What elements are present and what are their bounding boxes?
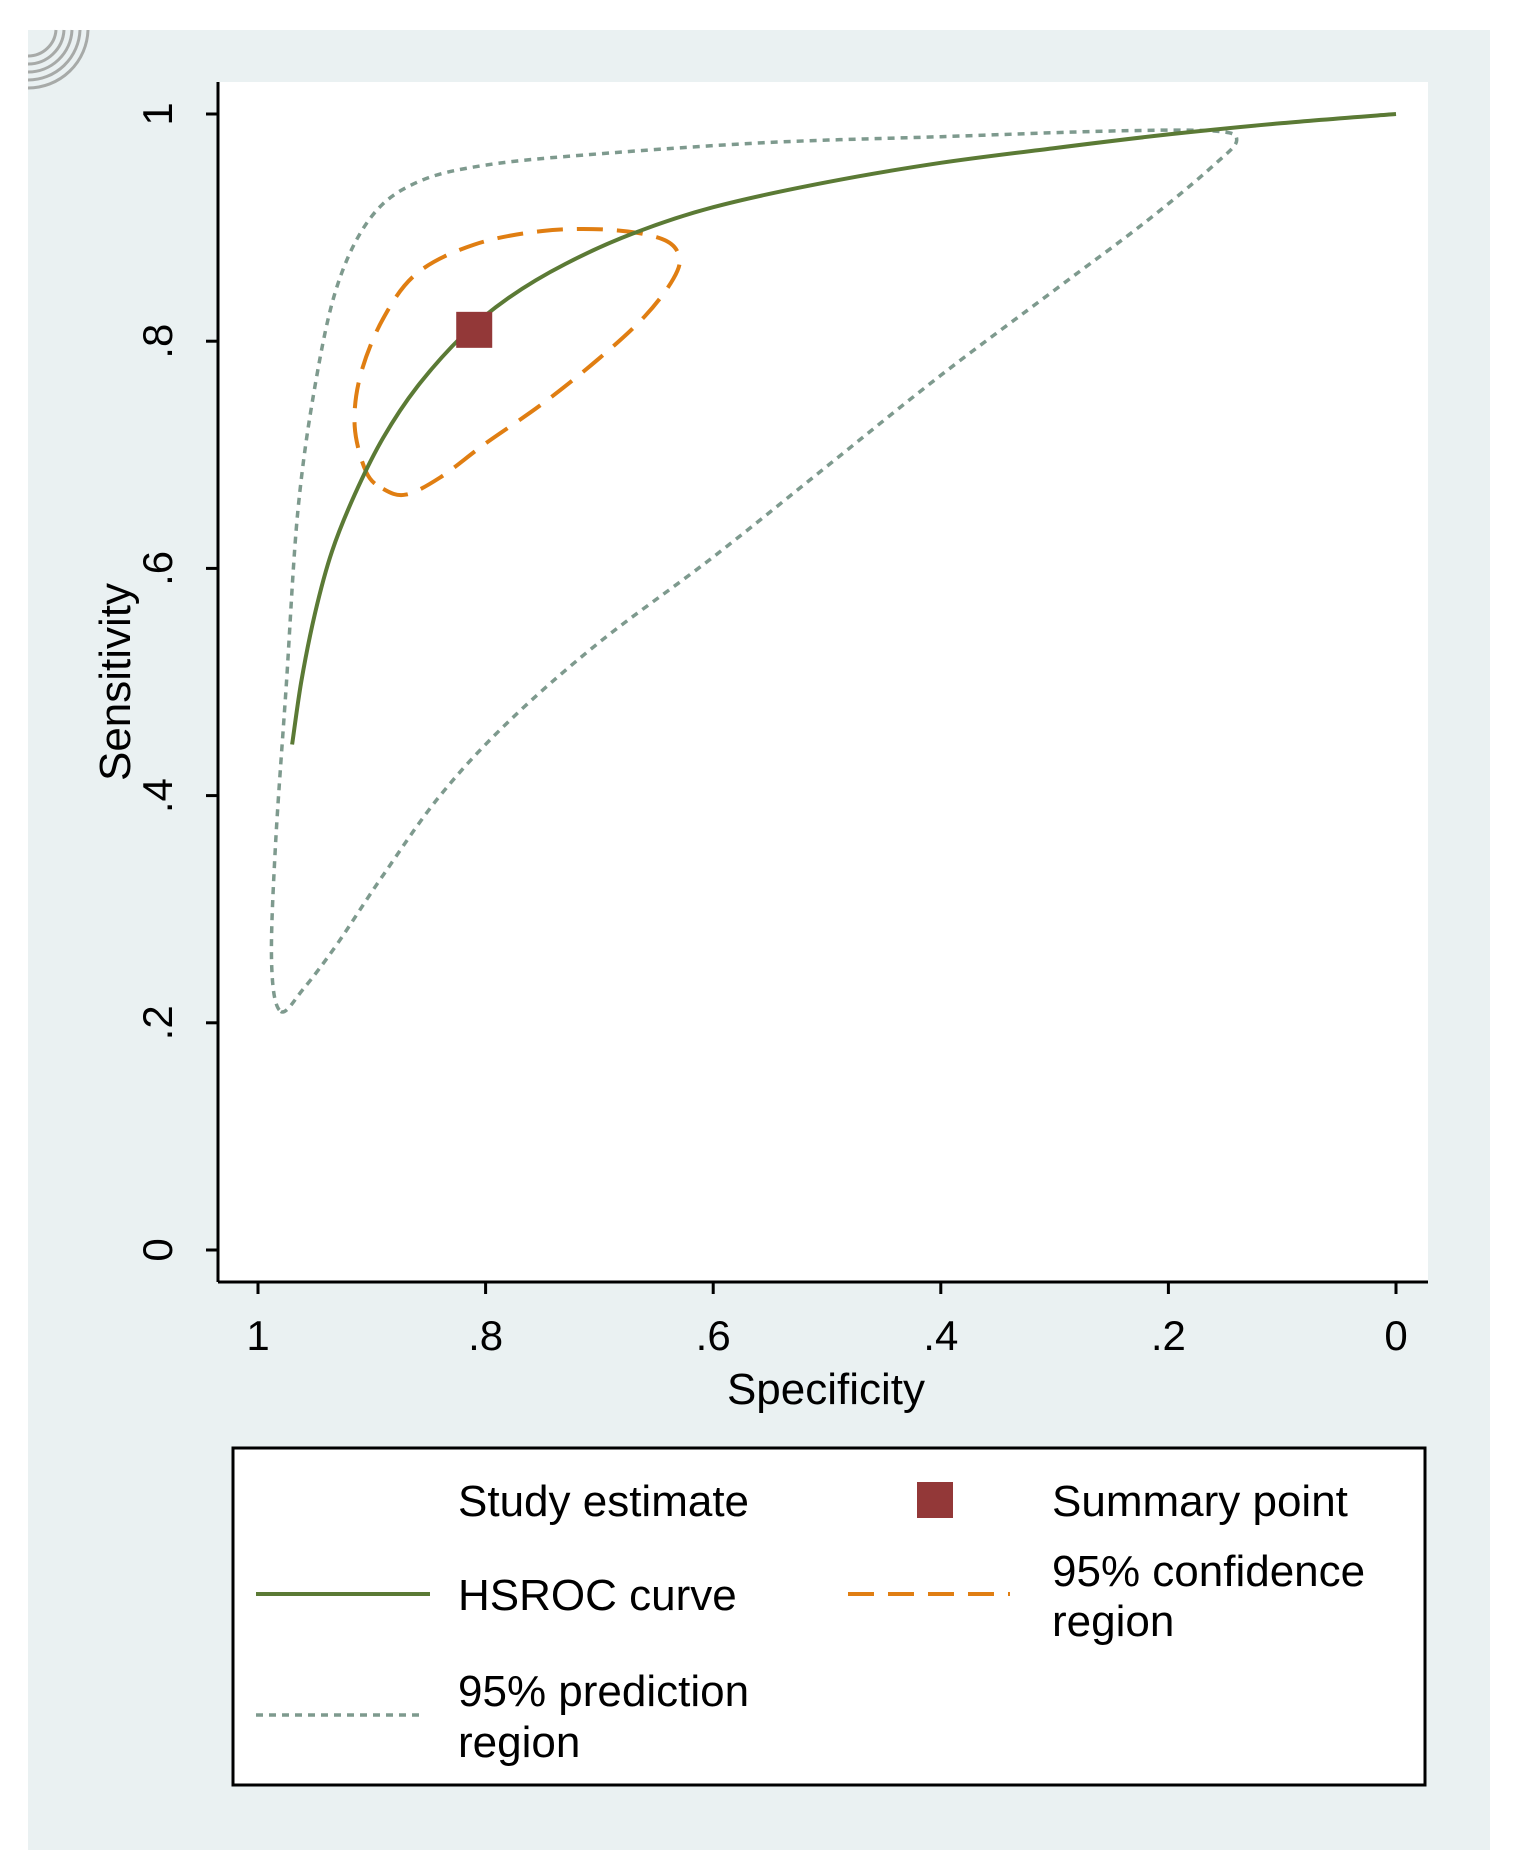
x-tick-label-2: .6 <box>696 1312 731 1359</box>
plot-series <box>269 112 1397 1014</box>
legend-confidence-label-line1: 95% confidence <box>1052 1547 1365 1596</box>
legend-prediction-label-line1: 95% prediction <box>458 1667 749 1716</box>
x-tick-label-1: .8 <box>468 1312 503 1359</box>
x-axis-title: Specificity <box>727 1365 925 1414</box>
y-tick-label-5: 1 <box>134 102 181 125</box>
corner-logo <box>27 29 90 90</box>
y-tick-label-1: .2 <box>134 1005 181 1040</box>
y-tick-label-3: .6 <box>134 551 181 586</box>
x-tick-label-4: .2 <box>1151 1312 1186 1359</box>
hsroc-curve <box>290 112 1397 745</box>
confidence-region <box>352 226 682 498</box>
y-tick-label-0: 0 <box>134 1238 181 1261</box>
y-axis-title: Sensitivity <box>91 583 140 781</box>
prediction-region <box>269 128 1239 1014</box>
summary-point-marker <box>456 311 493 348</box>
x-tick-label-5: 0 <box>1384 1312 1407 1359</box>
legend-box <box>231 1446 1427 1787</box>
legend-confidence-label-line2: region <box>1052 1597 1174 1646</box>
plot-area <box>218 82 1428 1282</box>
x-axis: 1 .8 .6 .4 .2 0 Specificity <box>218 1280 1428 1414</box>
y-tick-label-2: .4 <box>134 778 181 813</box>
legend-hsroc-label: HSROC curve <box>458 1571 737 1620</box>
y-axis-ticks: 0 .2 .4 .6 .8 1 <box>134 102 218 1262</box>
y-tick-label-4: .8 <box>134 324 181 359</box>
legend-summary-point-label: Summary point <box>1052 1477 1348 1526</box>
legend: Study estimate Summary point HSROC curve… <box>231 1446 1427 1787</box>
x-tick-label-3: .4 <box>923 1312 958 1359</box>
legend-summary-point-swatch <box>917 1482 953 1518</box>
x-tick-label-0: 1 <box>246 1312 269 1359</box>
y-axis: 0 .2 .4 .6 .8 1 Sensitivity <box>91 82 220 1282</box>
x-axis-ticks: 1 .8 .6 .4 .2 0 <box>246 1282 1408 1359</box>
legend-prediction-label-line2: region <box>458 1718 580 1767</box>
legend-study-estimate-label: Study estimate <box>458 1477 749 1526</box>
